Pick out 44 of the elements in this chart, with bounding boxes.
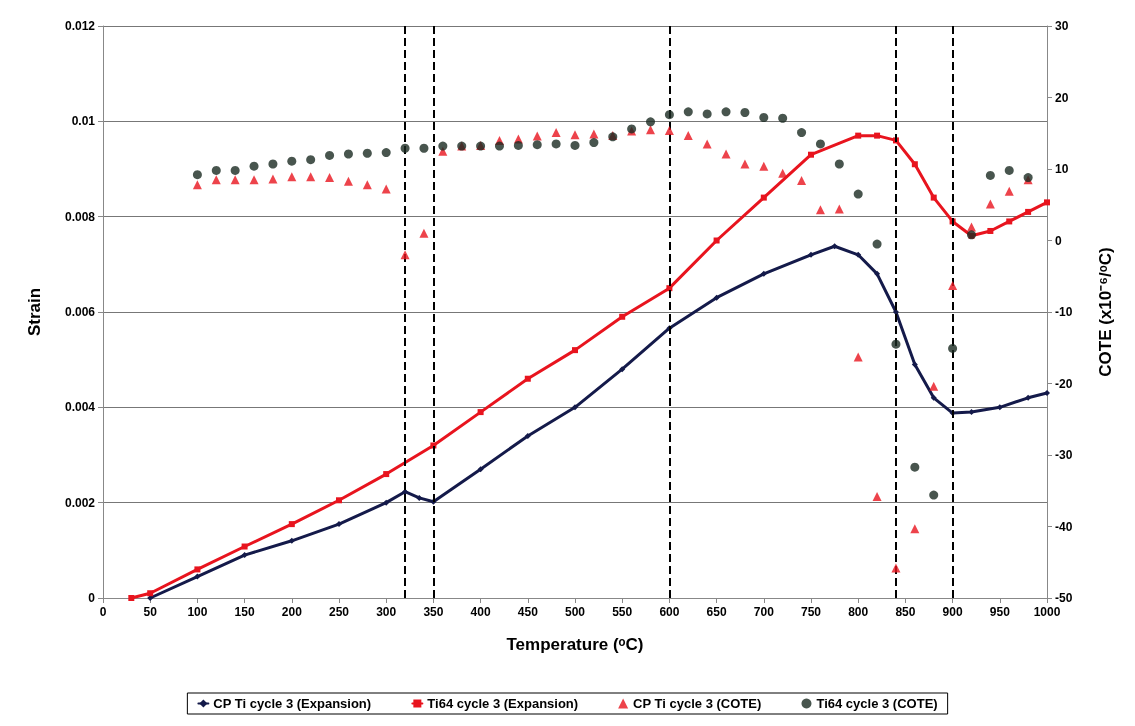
- legend-label: Ti64 cycle 3 (COTE): [816, 696, 938, 711]
- y2-tick-label: 30: [1055, 19, 1069, 33]
- x-tick-label: 450: [517, 605, 539, 619]
- x-tick-label: 400: [470, 605, 491, 619]
- x-tick-label: 550: [612, 605, 633, 619]
- y2-tick-label: -50: [1055, 591, 1073, 605]
- y-tick-label: 0.002: [64, 495, 96, 510]
- y-tick-label: 0.008: [64, 209, 96, 224]
- x-tick-label: 300: [376, 605, 397, 619]
- x-tick-label: 700: [753, 605, 775, 619]
- x-tick-label: 200: [281, 605, 303, 619]
- x-tick-label: 150: [234, 605, 255, 619]
- x-tick-label: 650: [706, 605, 727, 619]
- legend-label: Ti64 cycle 3 (Expansion): [427, 696, 579, 711]
- x-tick-label: 900: [942, 605, 963, 619]
- y2-tick-label: 10: [1055, 162, 1069, 176]
- y2-axis-title: COTE (x10⁻⁶/ᵒC): [1096, 247, 1115, 377]
- y2-tick-label: 20: [1055, 90, 1069, 105]
- x-tick-label: 850: [895, 605, 916, 619]
- y-tick-label: 0: [88, 591, 96, 605]
- x-tick-label: 250: [328, 605, 350, 619]
- y2-tick-label: -30: [1055, 448, 1073, 462]
- x-axis-title: Temperature (ᵒC): [506, 635, 644, 654]
- y-tick-label: 0.012: [64, 19, 96, 33]
- x-tick-label: 1000: [1033, 605, 1061, 619]
- x-tick-label: 350: [423, 605, 444, 619]
- legend-label: CP Ti cycle 3 (COTE): [633, 696, 762, 711]
- x-tick-label: 500: [564, 605, 586, 619]
- y-axis-title: Strain: [25, 287, 44, 337]
- x-tick-label: 750: [800, 605, 822, 619]
- x-tick-label: 100: [187, 605, 208, 619]
- y2-tick-label: 0: [1055, 233, 1062, 248]
- y2-tick-label: -10: [1055, 305, 1073, 319]
- x-tick-label: 0: [99, 605, 107, 619]
- x-tick-label: 950: [989, 605, 1011, 619]
- legend-label: CP Ti cycle 3 (Expansion): [213, 696, 372, 711]
- x-tick-label: 50: [143, 605, 158, 619]
- y2-tick-label: -40: [1055, 519, 1073, 534]
- y2-tick-label: -20: [1055, 376, 1073, 391]
- x-tick-label: 600: [659, 605, 680, 619]
- x-tick-label: 800: [848, 605, 869, 619]
- y-tick-label: 0.01: [71, 114, 96, 129]
- y-tick-label: 0.004: [64, 400, 96, 415]
- y-tick-label: 0.006: [64, 305, 96, 319]
